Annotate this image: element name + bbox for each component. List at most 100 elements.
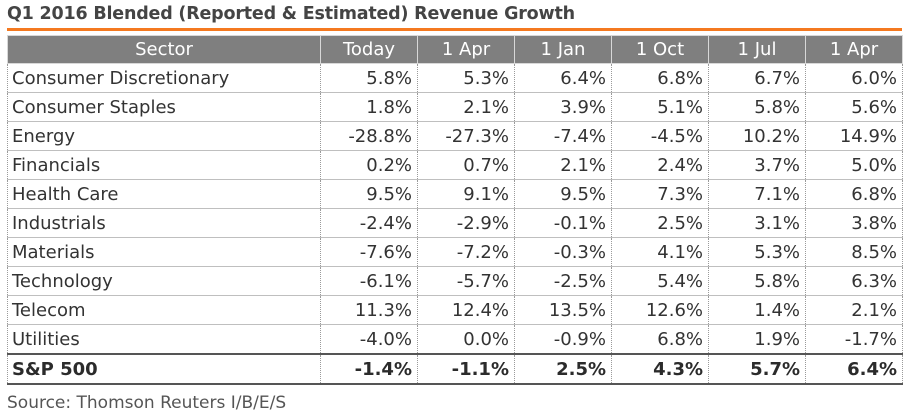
sector-cell: Telecom bbox=[7, 295, 321, 325]
value-cell: 7.1% bbox=[708, 179, 806, 209]
value-cell: 8.5% bbox=[805, 237, 903, 267]
value-cell: 0.2% bbox=[320, 150, 418, 180]
value-cell: -7.2% bbox=[417, 237, 515, 267]
value-cell: 14.9% bbox=[805, 121, 903, 151]
column-header-today: Today bbox=[320, 35, 418, 64]
value-cell: 5.7% bbox=[708, 353, 806, 385]
value-cell: 4.1% bbox=[611, 237, 709, 267]
value-cell: -7.4% bbox=[514, 121, 612, 151]
value-cell: 6.0% bbox=[805, 63, 903, 93]
sector-cell: Financials bbox=[7, 150, 321, 180]
value-cell: -6.1% bbox=[320, 266, 418, 296]
value-cell: 6.8% bbox=[611, 63, 709, 93]
sector-cell: Materials bbox=[7, 237, 321, 267]
value-cell: 10.2% bbox=[708, 121, 806, 151]
table-row: Industrials -2.4% -2.9% -0.1% 2.5% 3.1% 3.8% bbox=[7, 208, 903, 238]
table-row: Financials 0.2% 0.7% 2.1% 2.4% 3.7% 5.0% bbox=[7, 150, 903, 180]
value-cell: 3.9% bbox=[514, 92, 612, 122]
sector-cell: Energy bbox=[7, 121, 321, 151]
value-cell: 9.1% bbox=[417, 179, 515, 209]
sector-cell: S&P 500 bbox=[7, 353, 321, 385]
value-cell: 2.5% bbox=[611, 208, 709, 238]
value-cell: 11.3% bbox=[320, 295, 418, 325]
source-note: Source: Thomson Reuters I/B/E/S bbox=[7, 393, 287, 413]
column-header-1-oct: 1 Oct bbox=[611, 35, 709, 64]
sector-cell: Technology bbox=[7, 266, 321, 296]
value-cell: 2.1% bbox=[805, 295, 903, 325]
value-cell: 7.3% bbox=[611, 179, 709, 209]
value-cell: 5.8% bbox=[708, 92, 806, 122]
value-cell: -27.3% bbox=[417, 121, 515, 151]
table-row: Telecom 11.3% 12.4% 13.5% 12.6% 1.4% 2.1% bbox=[7, 295, 903, 325]
value-cell: 6.3% bbox=[805, 266, 903, 296]
value-cell: -2.5% bbox=[514, 266, 612, 296]
sector-cell: Health Care bbox=[7, 179, 321, 209]
value-cell: 6.4% bbox=[514, 63, 612, 93]
title-accent-rule bbox=[7, 28, 902, 31]
sector-cell: Industrials bbox=[7, 208, 321, 238]
table-row: Health Care 9.5% 9.1% 9.5% 7.3% 7.1% 6.8% bbox=[7, 179, 903, 209]
table-row: Technology -6.1% -5.7% -2.5% 5.4% 5.8% 6.3% bbox=[7, 266, 903, 296]
revenue-growth-table: Sector Today 1 Apr 1 Jan 1 Oct 1 Jul 1 A… bbox=[7, 35, 903, 385]
value-cell: 5.8% bbox=[708, 266, 806, 296]
value-cell: 1.4% bbox=[708, 295, 806, 325]
value-cell: 2.4% bbox=[611, 150, 709, 180]
value-cell: 1.9% bbox=[708, 324, 806, 355]
column-header-1-jul: 1 Jul bbox=[708, 35, 806, 64]
value-cell: -1.1% bbox=[417, 353, 515, 385]
value-cell: -0.3% bbox=[514, 237, 612, 267]
value-cell: -5.7% bbox=[417, 266, 515, 296]
value-cell: 2.1% bbox=[417, 92, 515, 122]
value-cell: -0.1% bbox=[514, 208, 612, 238]
value-cell: 6.8% bbox=[805, 179, 903, 209]
value-cell: -2.4% bbox=[320, 208, 418, 238]
value-cell: -4.5% bbox=[611, 121, 709, 151]
value-cell: 5.6% bbox=[805, 92, 903, 122]
value-cell: 3.1% bbox=[708, 208, 806, 238]
value-cell: 4.3% bbox=[611, 353, 709, 385]
value-cell: -1.4% bbox=[320, 353, 418, 385]
sector-cell: Consumer Staples bbox=[7, 92, 321, 122]
table-row: Energy -28.8% -27.3% -7.4% -4.5% 10.2% 14.9% bbox=[7, 121, 903, 151]
value-cell: 6.4% bbox=[805, 353, 903, 385]
value-cell: 6.7% bbox=[708, 63, 806, 93]
header-row: Sector Today 1 Apr 1 Jan 1 Oct 1 Jul 1 A… bbox=[7, 35, 903, 64]
value-cell: -0.9% bbox=[514, 324, 612, 355]
value-cell: -2.9% bbox=[417, 208, 515, 238]
value-cell: 12.4% bbox=[417, 295, 515, 325]
value-cell: -7.6% bbox=[320, 237, 418, 267]
value-cell: 5.3% bbox=[708, 237, 806, 267]
value-cell: 0.0% bbox=[417, 324, 515, 355]
value-cell: 3.8% bbox=[805, 208, 903, 238]
value-cell: 9.5% bbox=[514, 179, 612, 209]
value-cell: -4.0% bbox=[320, 324, 418, 355]
table-row: Consumer Discretionary 5.8% 5.3% 6.4% 6.8% 6.… bbox=[7, 63, 903, 93]
column-header-1-jan: 1 Jan bbox=[514, 35, 612, 64]
value-cell: 5.4% bbox=[611, 266, 709, 296]
value-cell: -28.8% bbox=[320, 121, 418, 151]
column-header-1-apr-prior: 1 Apr bbox=[805, 35, 903, 64]
value-cell: 13.5% bbox=[514, 295, 612, 325]
value-cell: 3.7% bbox=[708, 150, 806, 180]
table-title: Q1 2016 Blended (Reported & Estimated) R… bbox=[7, 4, 575, 24]
column-header-1-apr: 1 Apr bbox=[417, 35, 515, 64]
sector-cell: Consumer Discretionary bbox=[7, 63, 321, 93]
value-cell: 9.5% bbox=[320, 179, 418, 209]
value-cell: 5.0% bbox=[805, 150, 903, 180]
table-row: Consumer Staples 1.8% 2.1% 3.9% 5.1% 5.8% 5.6% bbox=[7, 92, 903, 122]
table-row: Materials -7.6% -7.2% -0.3% 4.1% 5.3% 8.5% bbox=[7, 237, 903, 267]
value-cell: 12.6% bbox=[611, 295, 709, 325]
sector-cell: Utilities bbox=[7, 324, 321, 355]
value-cell: -1.7% bbox=[805, 324, 903, 355]
value-cell: 2.1% bbox=[514, 150, 612, 180]
table-row: Utilities -4.0% 0.0% -0.9% 6.8% 1.9% -1.7% bbox=[7, 324, 903, 355]
value-cell: 6.8% bbox=[611, 324, 709, 355]
column-header-sector: Sector bbox=[7, 35, 321, 64]
total-row: S&P 500 -1.4% -1.1% 2.5% 4.3% 5.7% 6.4% bbox=[7, 353, 903, 385]
value-cell: 0.7% bbox=[417, 150, 515, 180]
value-cell: 5.3% bbox=[417, 63, 515, 93]
value-cell: 2.5% bbox=[514, 353, 612, 385]
value-cell: 1.8% bbox=[320, 92, 418, 122]
value-cell: 5.1% bbox=[611, 92, 709, 122]
value-cell: 5.8% bbox=[320, 63, 418, 93]
